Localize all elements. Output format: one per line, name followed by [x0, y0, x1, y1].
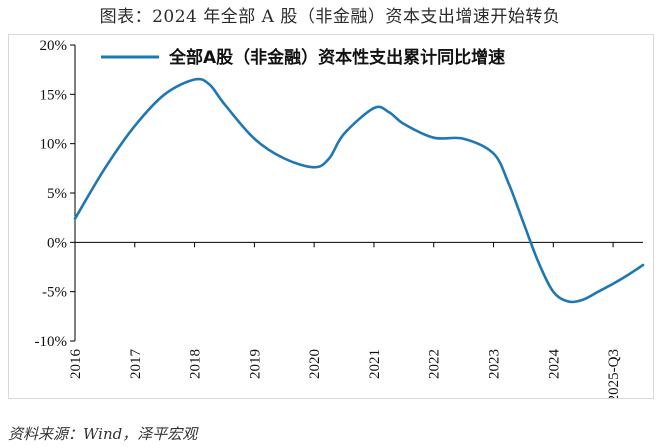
x-tick-label: 2021: [367, 349, 383, 379]
x-tick-label: 2018: [188, 349, 204, 379]
x-tick-label: 2022: [427, 349, 443, 379]
series-line: [73, 77, 645, 304]
y-tick-label: -5%: [42, 285, 67, 301]
x-tick-label: 2023: [487, 349, 503, 379]
y-tick-label: 15%: [40, 87, 68, 103]
line-chart: 20% 15% 10% 5% 0% -5% -10%2016 2017 2018 2019 2020…: [35, 38, 645, 402]
legend-label: 全部A股（非金融）资本性支出累计同比增速: [168, 47, 505, 68]
figure-title: 图表：2024 年全部 A 股（非金融）资本支出增速开始转负: [99, 7, 561, 27]
x-tick-label: 2017: [128, 349, 144, 380]
source-note: 资料来源：Wind，泽平宏观: [8, 425, 198, 443]
chart-frame: 20% 15% 10% 5% 0% -5% -10% 2016 2017 2018 2019 2020…: [8, 34, 654, 402]
x-tick-label: 2020: [307, 349, 323, 379]
y-tick-label: 10%: [40, 137, 68, 153]
x-tick-label: 2024: [546, 349, 562, 380]
x-tick-label: 2019: [247, 349, 263, 379]
x-tick-label: 2016: [68, 349, 84, 380]
y-tick-label: 0%: [47, 235, 67, 251]
y-tick-label: -10%: [35, 334, 68, 350]
y-tick-label: 20%: [40, 38, 68, 54]
x-tick-label: 2025-Q3: [606, 349, 622, 398]
y-tick-label: 5%: [47, 186, 67, 202]
